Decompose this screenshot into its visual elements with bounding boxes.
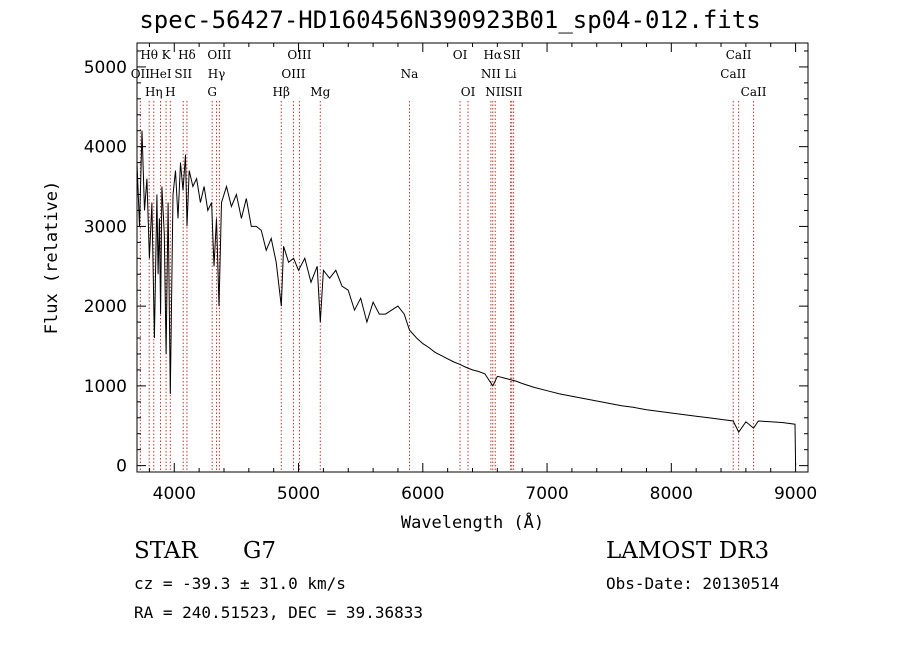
line-label-8: G	[207, 85, 217, 99]
x-tick-label-0: 4000	[153, 484, 196, 504]
line-label-9: Hγ	[208, 67, 226, 81]
y-tick-label-3: 3000	[84, 217, 127, 237]
line-label-5: H	[165, 85, 175, 99]
y-tick-label-1: 1000	[84, 377, 127, 397]
line-label-14: Mg	[310, 85, 330, 99]
x-axis-label: Wavelength (Å)	[401, 511, 544, 533]
survey-name: LAMOST DR3	[606, 538, 770, 564]
object-subclass: G7	[243, 538, 277, 564]
line-label-22: SII	[503, 48, 521, 62]
line-label-13: OIII	[287, 48, 311, 62]
line-label-7: Hδ	[178, 48, 196, 62]
line-label-18: NII	[481, 67, 501, 81]
line-label-17: OI	[461, 85, 476, 99]
x-tick-label-3: 7000	[525, 484, 568, 504]
y-axis: 0 1000 2000 3000 4000 5000	[84, 50, 808, 477]
line-label-4: K	[162, 48, 172, 62]
x-tick-label-2: 6000	[401, 484, 444, 504]
plot-frame	[136, 42, 809, 473]
line-label-2: Hη	[145, 85, 163, 99]
x-tick-label-1: 5000	[277, 484, 320, 504]
line-label-3: HeI	[149, 67, 172, 81]
line-label-0: OII	[131, 67, 151, 81]
line-label-21: Li	[505, 67, 517, 81]
y-tick-label-2: 2000	[84, 297, 127, 317]
y-tick-label-5: 5000	[84, 58, 127, 78]
x-axis: 4000 5000 6000 7000 8000 9000	[148, 43, 817, 504]
line-label-10: OIII	[207, 48, 231, 62]
obs-date: Obs-Date: 20130514	[606, 574, 780, 593]
y-tick-label-4: 4000	[84, 138, 127, 158]
emission-line-markers	[139, 101, 755, 472]
line-label-20: NII	[485, 85, 505, 99]
line-label-11: Hβ	[273, 85, 290, 99]
line-label-25: CaII	[726, 48, 752, 62]
line-label-16: OI	[453, 48, 468, 62]
emission-line-labels: OII Hθ Hη HeI K H SII Hδ G Hγ OIII Hβ OIII OIII Mg Na OI…	[131, 48, 767, 99]
y-axis-label: Flux (relative)	[42, 181, 62, 335]
chart-title: spec-56427-HD160456N390923B01_sp04-012.f…	[139, 6, 761, 34]
y-tick-label-0: 0	[116, 457, 127, 477]
line-label-24: CaII	[720, 67, 746, 81]
x-tick-label-5: 9000	[774, 484, 817, 504]
redshift-text: cz = -39.3 ± 31.0 km/s	[134, 574, 346, 593]
line-label-15: Na	[401, 67, 419, 81]
line-label-6: SII	[174, 67, 192, 81]
line-label-12: OIII	[281, 67, 305, 81]
spectrum-line	[136, 130, 797, 466]
line-label-1: Hθ	[140, 48, 158, 62]
object-class: STAR	[134, 538, 198, 564]
line-label-19: Hα	[483, 48, 502, 62]
ra-dec: RA = 240.51523, DEC = 39.36833	[134, 603, 423, 622]
line-label-26: CaII	[741, 85, 767, 99]
line-label-23: SII	[505, 85, 523, 99]
x-tick-label-4: 8000	[650, 484, 693, 504]
